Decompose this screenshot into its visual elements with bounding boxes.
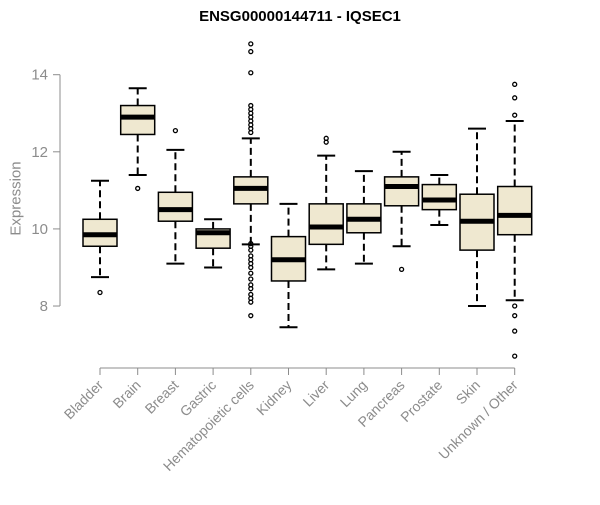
outlier-point <box>512 313 518 319</box>
x-tick-label: Kidney <box>253 377 295 419</box>
outlier-point <box>248 282 254 288</box>
outlier-point <box>248 41 254 47</box>
x-tick-label: Liver <box>300 377 333 410</box>
y-tick-label: 8 <box>40 298 48 315</box>
y-tick-label: 10 <box>31 221 48 238</box>
outlier-point <box>512 353 518 359</box>
outlier-point <box>512 328 518 334</box>
iqr-box <box>421 183 458 211</box>
outlier-point <box>512 81 518 87</box>
outlier-point <box>248 240 254 247</box>
outlier-point <box>172 127 179 134</box>
outlier-point <box>248 270 254 276</box>
outlier-point <box>323 135 329 141</box>
x-tick-label: Breast <box>142 377 182 417</box>
outlier-point <box>248 48 254 55</box>
x-tick-label: Skin <box>453 377 484 408</box>
y-tick-label: 12 <box>31 144 48 161</box>
outlier-point <box>248 276 254 282</box>
iqr-box <box>119 104 156 136</box>
x-tick-label: Lung <box>337 377 370 410</box>
y-axis-label: Expression <box>7 161 25 236</box>
x-tick-label: Bladder <box>61 377 107 423</box>
chart-title: ENSG00000144711 - IQSEC1 <box>199 8 401 25</box>
iqr-box <box>383 176 420 207</box>
x-tick-label: Brain <box>109 377 143 411</box>
outlier-point <box>248 243 254 249</box>
x-tick-label: Prostate <box>397 377 445 425</box>
outlier-point <box>248 313 254 319</box>
outlier-point <box>512 112 518 118</box>
outlier-point <box>248 70 254 76</box>
outlier-point <box>135 185 141 192</box>
outlier-point <box>512 303 518 309</box>
outlier-point <box>248 291 254 298</box>
outlier-point <box>398 266 405 273</box>
outlier-point <box>97 289 103 296</box>
iqr-box <box>308 203 344 246</box>
iqr-box <box>157 191 194 222</box>
outlier-point <box>512 95 518 101</box>
outlier-point <box>248 102 254 109</box>
y-tick-label: 14 <box>31 67 48 84</box>
iqr-box <box>496 185 533 236</box>
outlier-point <box>248 253 254 259</box>
